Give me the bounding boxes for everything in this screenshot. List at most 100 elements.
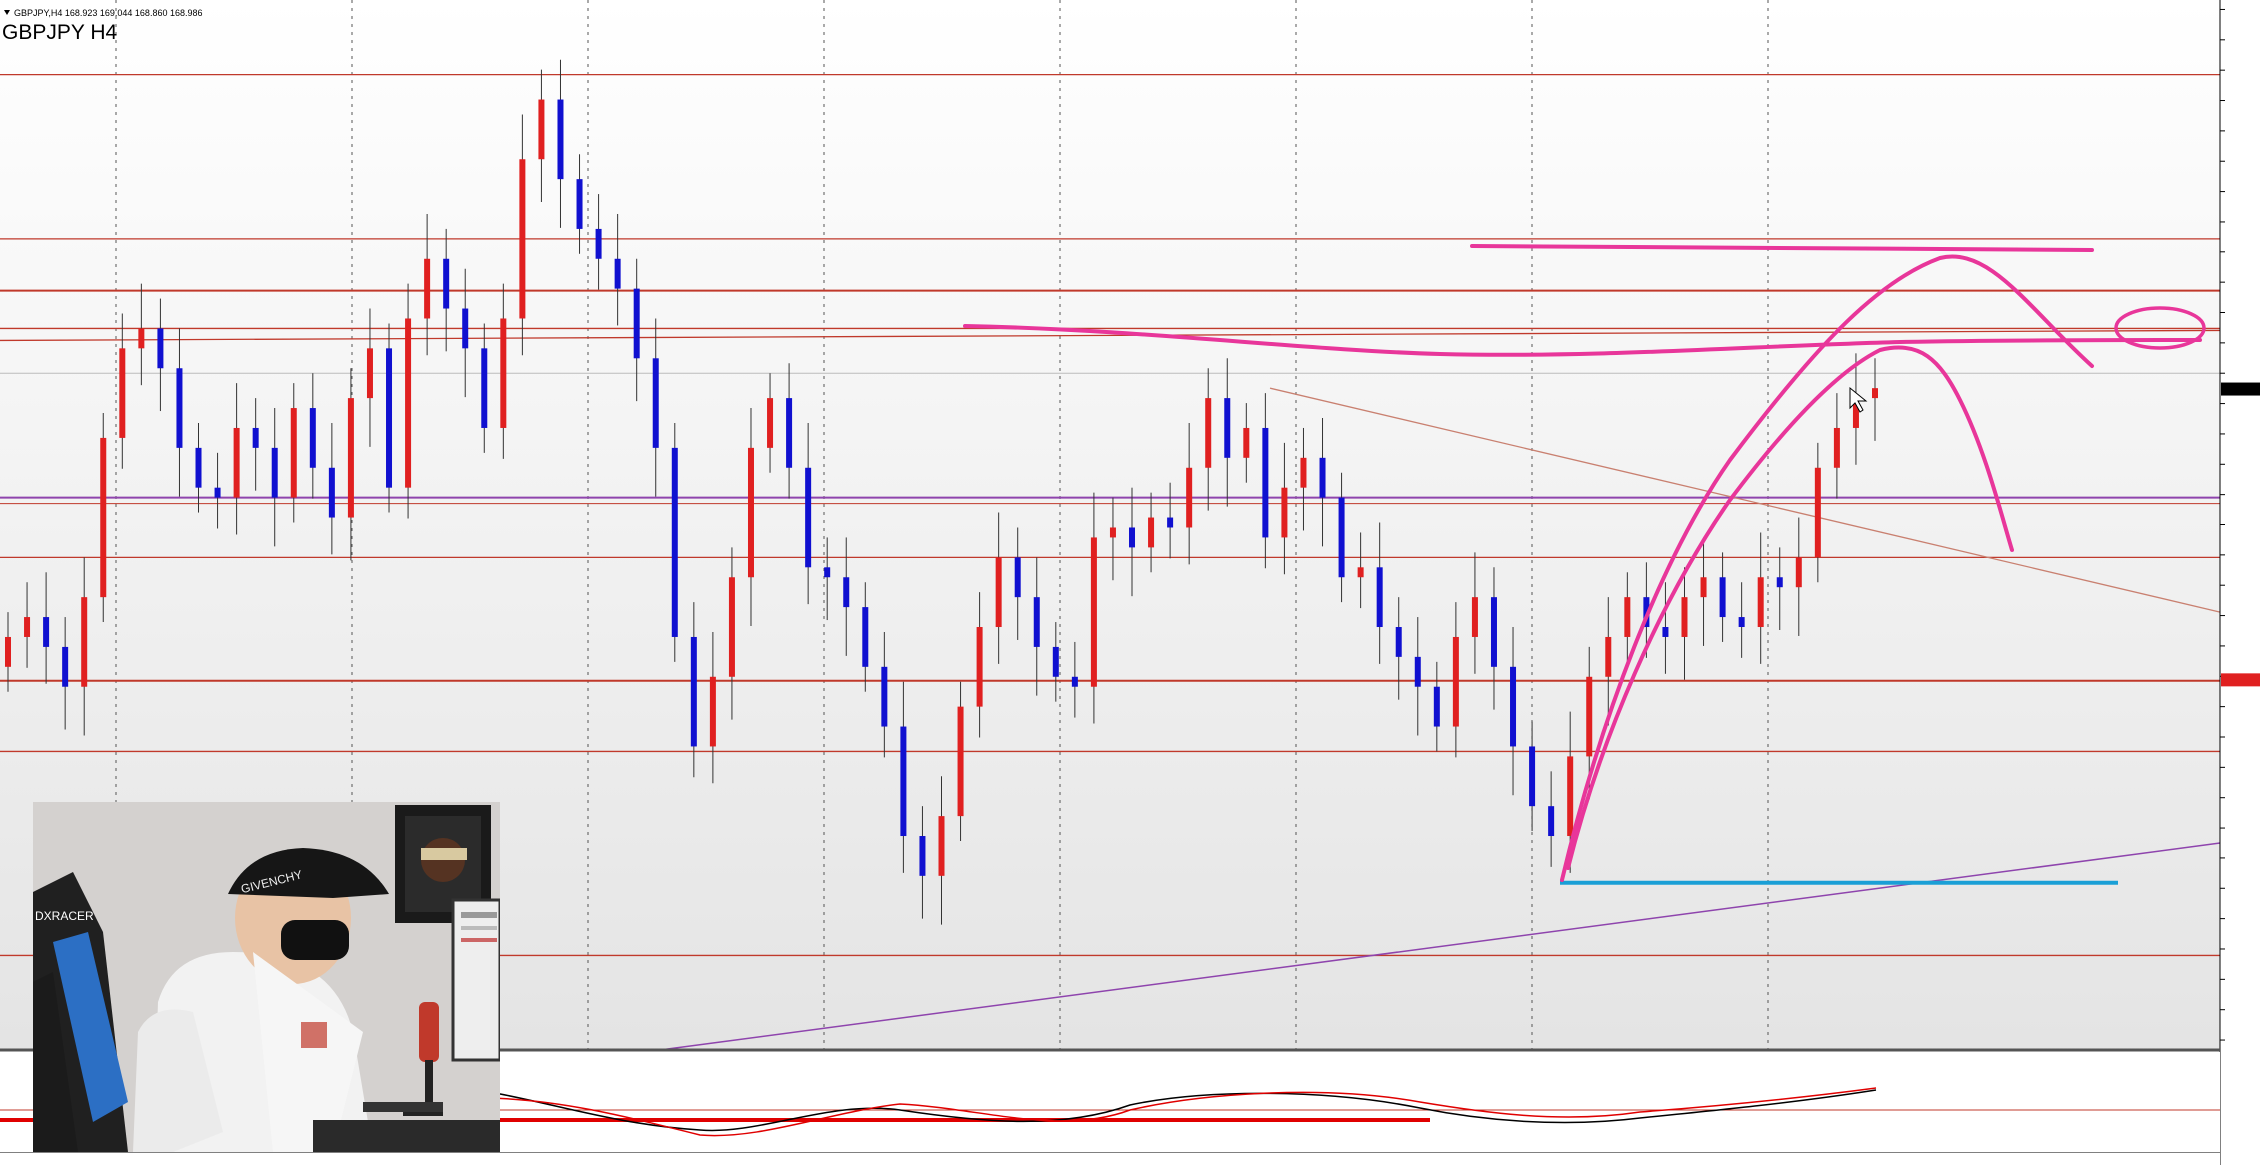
candle-body (690, 636, 697, 747)
candle-body (957, 706, 964, 817)
candle-body (1148, 517, 1155, 548)
candle-body (1319, 457, 1326, 498)
candle-body (1795, 557, 1802, 588)
candle-body (1243, 427, 1250, 458)
price-axis (2220, 0, 2260, 1165)
macd-line (489, 1089, 1877, 1132)
candle-body (233, 427, 240, 498)
candle-body (1129, 527, 1136, 548)
candle-body (1338, 497, 1345, 578)
candle-body (1186, 467, 1193, 528)
candle-body (1052, 646, 1059, 677)
candle-body (386, 348, 393, 488)
candle-body (633, 288, 640, 359)
candle-body (252, 427, 259, 448)
candle-body (938, 816, 945, 876)
candle-body (138, 328, 145, 349)
candle-body (1719, 577, 1726, 618)
candle-body (214, 487, 221, 498)
candle-body (443, 258, 450, 309)
candle-body (195, 447, 202, 488)
ascending-trendline (659, 842, 2221, 1051)
candle-body (900, 726, 907, 837)
candle-body (767, 398, 774, 448)
candle-body (519, 159, 526, 319)
candle-body (1681, 597, 1688, 637)
candle-body (1452, 636, 1459, 727)
candle-body (81, 597, 88, 687)
candle-body (462, 308, 469, 349)
candle-body (1624, 597, 1631, 637)
candle-body (24, 617, 31, 637)
candle-body (976, 627, 983, 707)
candle-body (919, 836, 926, 876)
candle-body (1262, 427, 1269, 538)
candle-body (576, 179, 583, 229)
annotation-circle (2114, 306, 2206, 350)
candle-body (1852, 398, 1859, 428)
chart-info-line: GBPJPY,H4 168.923 169.044 168.860 168.98… (14, 8, 203, 18)
annotation-projection-lower (1566, 345, 2014, 870)
candle-body (347, 398, 354, 518)
candle-body (1376, 567, 1383, 628)
candle-body (500, 318, 507, 428)
candle-body (824, 567, 831, 578)
time-axis (0, 1152, 2220, 1165)
candle-body (1433, 686, 1440, 727)
candle-body (481, 348, 488, 428)
triangle-down-icon[interactable] (4, 10, 10, 15)
candle-body (1071, 676, 1078, 687)
annotation-resistance-line (1470, 244, 2094, 252)
candle-body (1510, 666, 1517, 747)
candle-body (614, 258, 621, 289)
candle-body (1548, 806, 1555, 837)
candle-body (652, 358, 659, 448)
candle-body (671, 447, 678, 637)
candle-body (1605, 636, 1612, 677)
candle-body (786, 398, 793, 468)
candle-body (1529, 746, 1536, 807)
annotation-level-line (963, 324, 2202, 357)
candle-body (1224, 398, 1231, 458)
candle-body (557, 99, 564, 180)
candle-body (862, 607, 869, 667)
candle-body (405, 318, 412, 488)
candle-body (1281, 487, 1288, 538)
candle-body (1014, 557, 1021, 598)
candle-body (1090, 537, 1097, 687)
candle-body (538, 99, 545, 160)
candle-body (271, 447, 278, 498)
candle-body (1833, 427, 1840, 468)
descending-trendline (1269, 387, 2221, 613)
chair-logo: DXRACER (35, 909, 94, 923)
candle-body (1814, 467, 1821, 558)
candle-body (5, 636, 11, 667)
candle-body (995, 557, 1002, 628)
candle-body (43, 617, 50, 647)
monitor (451, 898, 500, 1062)
candle-body (1662, 627, 1669, 637)
candle-body (595, 228, 602, 259)
candle-body (728, 577, 735, 677)
candle-body (805, 467, 812, 568)
candle-body (1471, 597, 1478, 637)
annotation-projection-upper (1560, 254, 2094, 882)
candle-body (100, 437, 107, 598)
candle-body (1300, 457, 1307, 488)
candle-body (176, 368, 183, 448)
candle-body (119, 348, 126, 438)
candle-body (62, 646, 69, 687)
candle-body (424, 258, 431, 319)
candle-body (709, 676, 716, 747)
gaming-chair: DXRACER (33, 872, 128, 1152)
candle-body (1033, 597, 1040, 647)
candle-body (328, 467, 335, 518)
chart-symbol-title: GBPJPY H4 (2, 21, 117, 44)
candle-body (1205, 398, 1212, 468)
candle-body (1167, 517, 1174, 528)
candle-body (1776, 577, 1783, 588)
candle-body (1414, 656, 1421, 687)
candle-body (309, 408, 316, 468)
alert-price-tag (2221, 673, 2260, 687)
